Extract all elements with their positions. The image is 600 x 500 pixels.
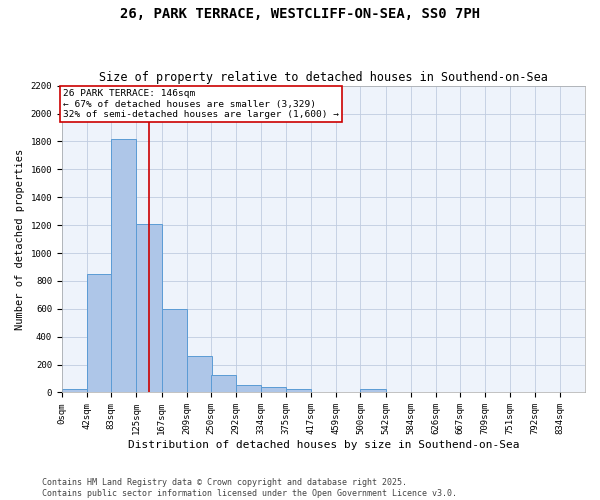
Bar [62,389,87,392]
Bar [187,356,212,392]
Bar [161,309,187,392]
Bar [136,224,161,392]
Bar [112,138,136,392]
Bar [211,374,236,392]
X-axis label: Distribution of detached houses by size in Southend-on-Sea: Distribution of detached houses by size … [128,440,519,450]
Bar [236,386,261,392]
Title: Size of property relative to detached houses in Southend-on-Sea: Size of property relative to detached ho… [99,72,548,85]
Bar [261,387,286,392]
Text: 26 PARK TERRACE: 146sqm
← 67% of detached houses are smaller (3,329)
32% of semi: 26 PARK TERRACE: 146sqm ← 67% of detache… [63,89,339,119]
Text: 26, PARK TERRACE, WESTCLIFF-ON-SEA, SS0 7PH: 26, PARK TERRACE, WESTCLIFF-ON-SEA, SS0 … [120,8,480,22]
Bar [286,388,311,392]
Y-axis label: Number of detached properties: Number of detached properties [15,148,25,330]
Bar [87,274,112,392]
Text: Contains HM Land Registry data © Crown copyright and database right 2025.
Contai: Contains HM Land Registry data © Crown c… [42,478,457,498]
Bar [361,389,386,392]
